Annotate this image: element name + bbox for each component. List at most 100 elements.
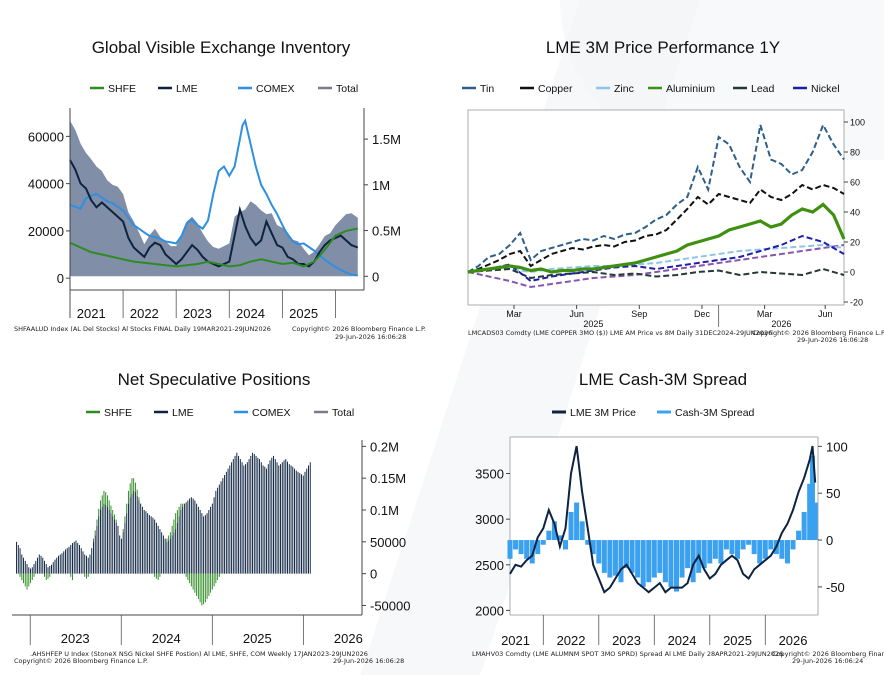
bar-lme: [201, 513, 203, 574]
bar-lme: [306, 468, 308, 574]
bar-lme: [280, 464, 282, 574]
bar-spread: [551, 521, 557, 541]
bar-lme: [180, 510, 182, 574]
bar-lme: [250, 455, 252, 574]
bar-spread: [524, 540, 530, 559]
y-right-tick-label: 0: [826, 533, 833, 548]
bar-lme: [133, 490, 135, 574]
bar-lme: [21, 554, 23, 574]
bar-lme: [183, 503, 185, 574]
bar-spread: [535, 540, 541, 555]
bar-spread: [585, 540, 591, 545]
bar-lme: [225, 471, 227, 574]
bar-shfe: [101, 495, 103, 507]
bar-lme: [143, 510, 145, 574]
bar-lme: [122, 532, 124, 574]
bar-lme: [185, 502, 187, 574]
bar-lme: [168, 540, 170, 574]
bar-lme: [113, 519, 115, 574]
bar-shfe: [201, 573, 203, 606]
series-comex-line: [69, 118, 358, 277]
bar-lme: [189, 498, 191, 574]
bar-lme: [178, 516, 180, 574]
bar-shfe: [211, 573, 213, 590]
y-right-tick-label: 0: [372, 269, 379, 284]
y-left-tick-label: 40000: [28, 177, 64, 192]
bar-lme: [281, 462, 283, 574]
bar-lme: [119, 535, 121, 574]
bar-shfe: [44, 573, 46, 577]
bar-lme: [145, 511, 147, 574]
bar-lme: [16, 541, 18, 574]
bar-lme: [120, 538, 122, 574]
series-shfe-line: [69, 227, 359, 268]
x-tick-label: Mar: [757, 309, 773, 319]
bar-lme: [47, 567, 49, 574]
bar-lme: [187, 500, 189, 574]
bar-spread: [590, 540, 596, 555]
performance-chart: Tin Copper Zinc Aluminium Lead Nickel -20 0 20 40…: [462, 83, 865, 329]
bar-shfe: [159, 573, 161, 577]
bar-lme: [197, 506, 199, 574]
y-right-tick-label: 0.15M: [370, 471, 406, 486]
bar-lme: [287, 461, 289, 574]
bar-spread: [801, 511, 807, 541]
x-tick-label: Jun: [569, 309, 584, 319]
bar-spread: [812, 502, 818, 541]
bar-lme: [23, 557, 25, 574]
chart-footer-timestamp: 29-Jun-2026 16:06:24: [792, 657, 864, 665]
bar-spread: [707, 540, 713, 564]
y-right-tick-label: 60: [850, 178, 860, 188]
y-right-tick-label: 0.5M: [372, 224, 401, 239]
bar-lme: [248, 459, 250, 574]
bar-spread: [712, 540, 718, 559]
bar-lme: [79, 545, 80, 574]
bar-spread: [540, 540, 546, 545]
bar-shfe: [178, 506, 180, 517]
bar-lme: [92, 541, 94, 574]
bar-lme: [147, 513, 149, 574]
x-tick-label: Dec: [694, 309, 711, 319]
bar-spread: [640, 540, 646, 587]
bar-shfe: [21, 573, 23, 580]
bar-lme: [294, 468, 295, 574]
bar-lme: [105, 504, 107, 574]
bar-lme: [164, 538, 166, 574]
y-left-tick-label: 60000: [28, 129, 64, 144]
chart-title: Net Speculative Positions: [117, 370, 311, 389]
panel-speculative: Net Speculative Positions SHFE LME COMEX To…: [0, 340, 442, 675]
bar-spread: [679, 540, 685, 578]
bar-lme: [304, 471, 306, 574]
series-copper-line: [467, 183, 845, 273]
bar-spread: [529, 540, 535, 564]
bar-lme: [211, 503, 213, 574]
bar-lme: [49, 566, 51, 574]
bar-spread: [796, 530, 802, 541]
bar-spread: [751, 540, 757, 555]
bar-lme: [210, 506, 212, 574]
bar-shfe: [124, 516, 126, 523]
chart-footer-timestamp: 29-Jun-2026 16:06:28: [333, 657, 405, 665]
bar-spread: [690, 540, 696, 583]
bar-spread: [568, 511, 574, 541]
x-year-label: 2026: [771, 319, 791, 329]
x-tick-label: 2026: [334, 631, 363, 646]
bar-lme: [245, 464, 247, 574]
bar-lme: [73, 541, 75, 574]
bar-lme: [220, 481, 222, 574]
bar-lme: [190, 497, 192, 574]
bar-spread: [546, 530, 552, 541]
bar-lme: [80, 548, 82, 574]
bar-lme: [24, 560, 26, 574]
bar-lme: [61, 553, 63, 574]
bar-lme: [54, 559, 56, 574]
bar-shfe: [126, 503, 128, 514]
bar-shfe: [30, 573, 32, 584]
bar-lme: [243, 465, 245, 574]
bar-spread: [657, 540, 663, 573]
bar-lme: [98, 516, 100, 574]
bar-spread: [507, 540, 513, 559]
bar-shfe: [154, 573, 156, 577]
bar-lme: [101, 506, 103, 574]
bar-shfe: [189, 573, 191, 584]
